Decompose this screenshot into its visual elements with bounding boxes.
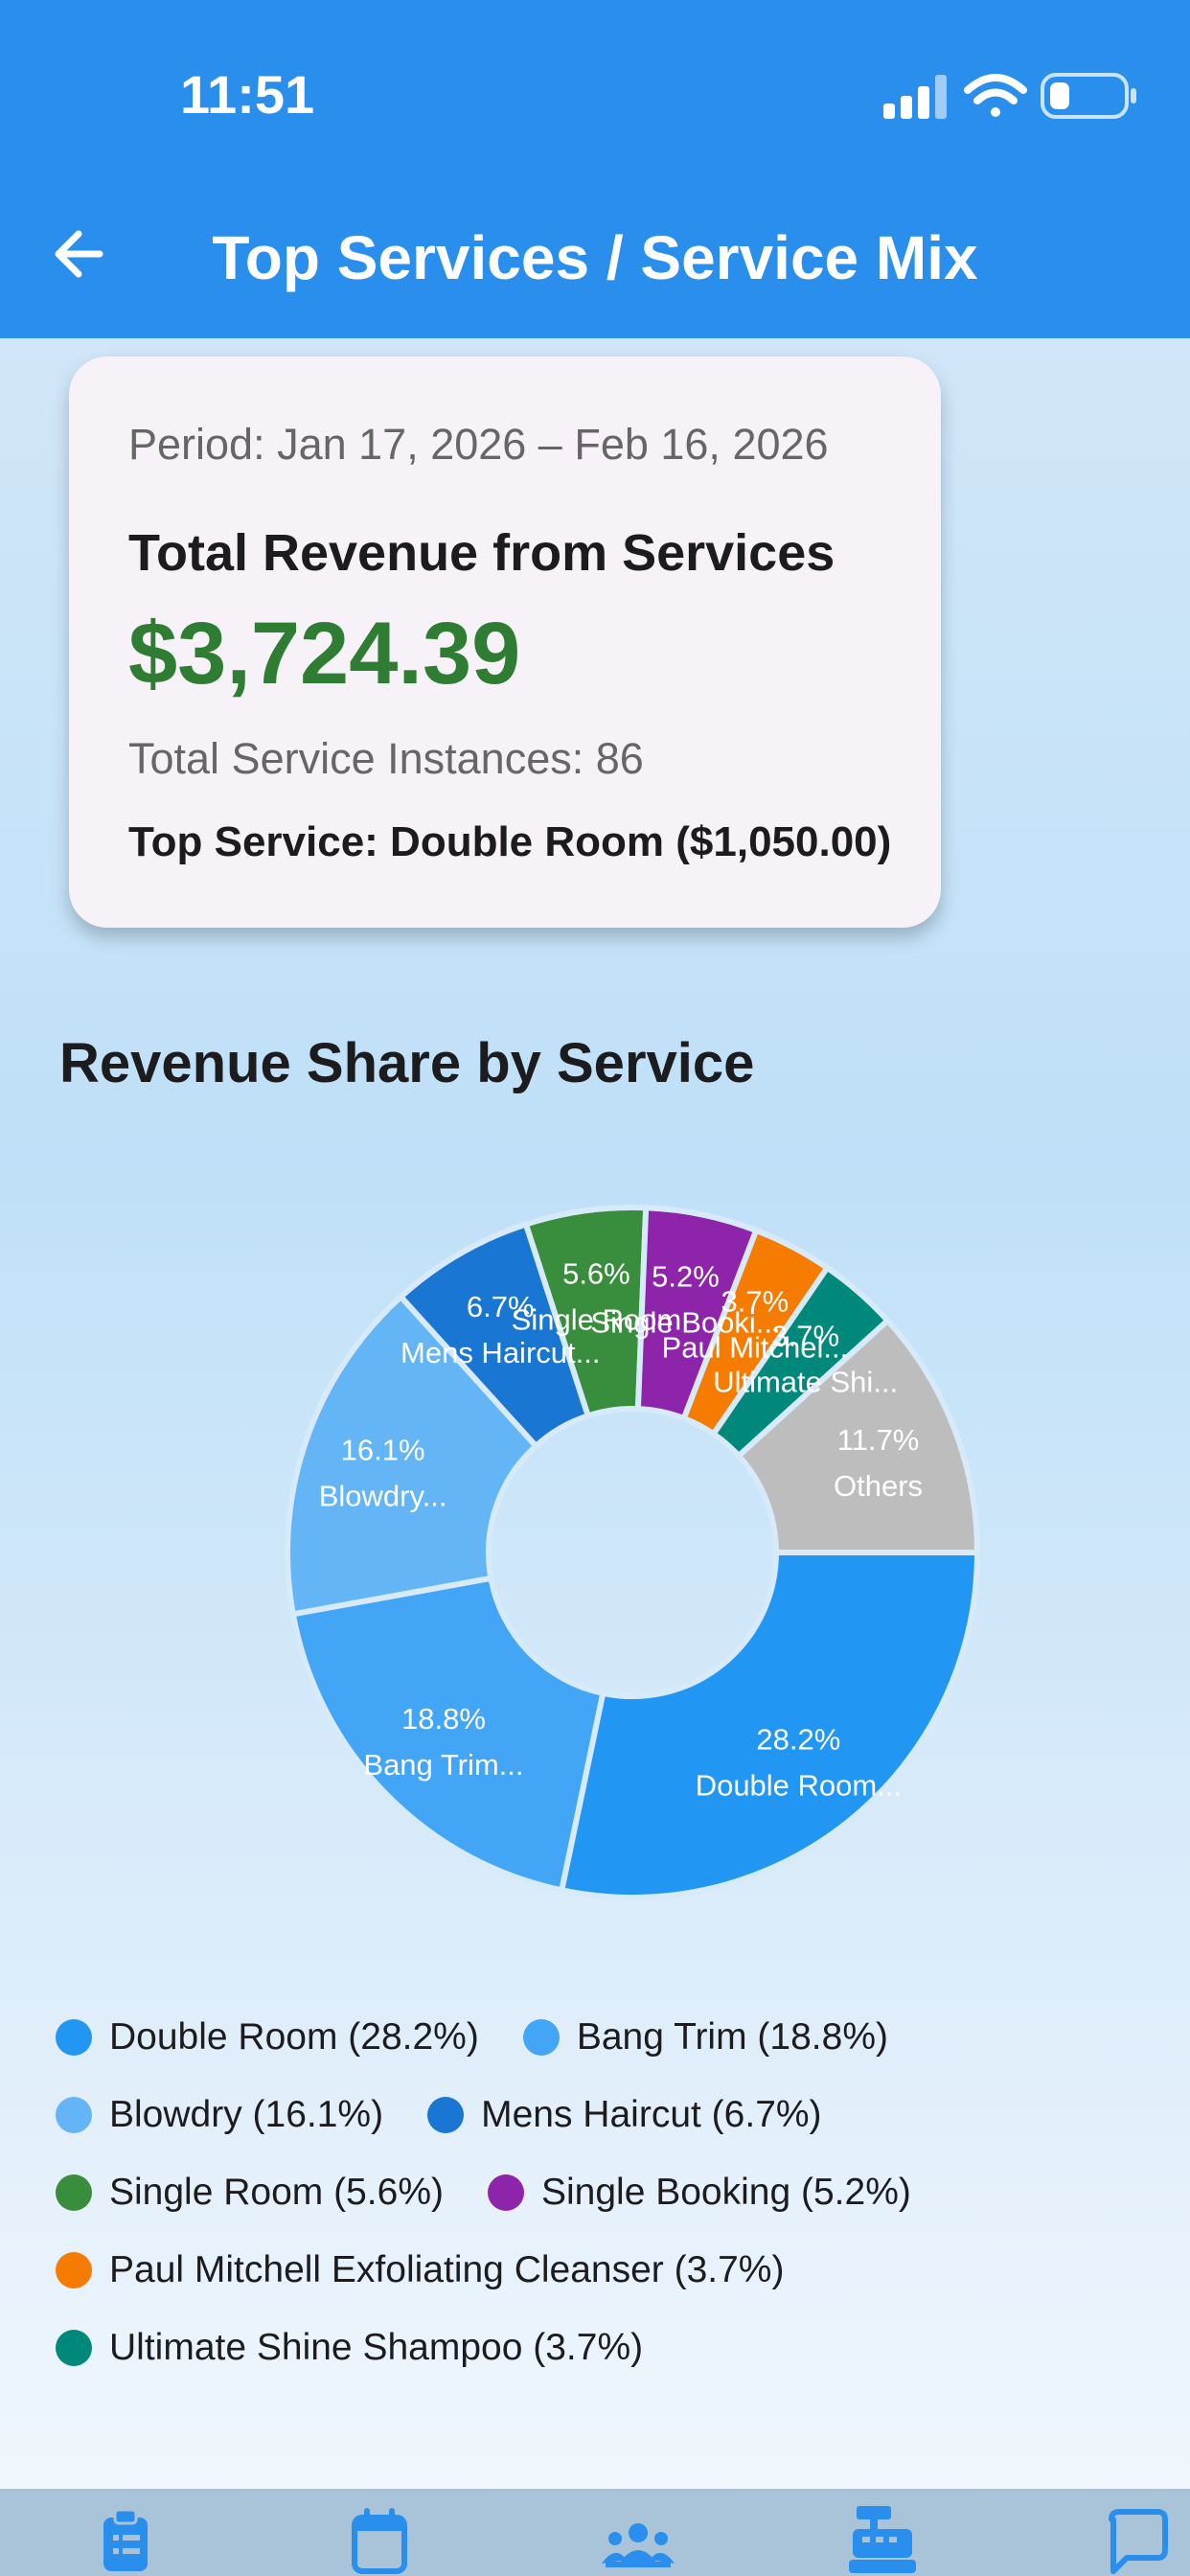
legend-row: Paul Mitchell Exfoliating Cleanser (3.7%… bbox=[56, 2231, 1157, 2309]
legend-swatch bbox=[487, 2174, 524, 2211]
legend-label: Blowdry (16.1%) bbox=[109, 2093, 384, 2135]
legend-item: Double Room (28.2%) bbox=[56, 2016, 479, 2058]
team-icon[interactable] bbox=[602, 2504, 675, 2576]
slice-name-label-5: Single Booki... bbox=[590, 1306, 780, 1340]
legend-swatch bbox=[56, 2174, 92, 2211]
legend-item: Mens Haircut (6.7%) bbox=[427, 2093, 822, 2136]
slice-name-label-7: Ultimate Shi... bbox=[713, 1366, 898, 1399]
signal-icon bbox=[883, 75, 947, 119]
legend-swatch bbox=[56, 2018, 92, 2056]
legend-item: Bang Trim (18.8%) bbox=[522, 2015, 888, 2058]
legend-item: Paul Mitchell Exfoliating Cleanser (3.7%… bbox=[56, 2249, 784, 2291]
slice-name-label-6: Paul Mitchel... bbox=[662, 1331, 849, 1365]
back-arrow-icon[interactable] bbox=[46, 220, 113, 288]
slice-name-label-0: Double Room... bbox=[696, 1768, 902, 1802]
top-service-text: Top Service: Double Room ($1,050.00) bbox=[128, 818, 892, 865]
legend-item: Blowdry (16.1%) bbox=[56, 2094, 383, 2136]
revenue-donut-chart: 28.2% Double Room... 18.8% Bang Trim... 16.1… bbox=[285, 1205, 981, 1900]
donut-slice-2[interactable] bbox=[285, 1292, 540, 1618]
slice-pct-label-5: 5.2% bbox=[652, 1260, 720, 1294]
summary-card: Period: Jan 17, 2026 – Feb 16, 2026 Tota… bbox=[69, 356, 941, 928]
battery-icon bbox=[1041, 73, 1136, 119]
slice-name-label-2: Blowdry... bbox=[319, 1479, 447, 1512]
slice-name-label-4: Single Room bbox=[512, 1303, 681, 1337]
slice-pct-label-3: 6.7% bbox=[467, 1290, 535, 1323]
legend-swatch bbox=[56, 2329, 92, 2366]
slice-pct-label-1: 18.8% bbox=[401, 1702, 486, 1736]
legend-swatch bbox=[56, 2096, 92, 2133]
slice-name-label-3: Mens Haircut... bbox=[400, 1336, 600, 1369]
legend-label: Paul Mitchell Exfoliating Cleanser (3.7%… bbox=[109, 2248, 785, 2290]
calendar-icon[interactable] bbox=[347, 2504, 414, 2576]
legend-item: Single Room (5.6%) bbox=[56, 2172, 444, 2214]
legend-row: Blowdry (16.1%) Mens Haircut (6.7%) bbox=[56, 2076, 1157, 2153]
status-time: 11:51 bbox=[180, 64, 315, 125]
wifi-icon bbox=[964, 74, 1027, 117]
legend-swatch bbox=[522, 2018, 560, 2056]
cash-register-icon[interactable] bbox=[847, 2504, 918, 2576]
period-text: Period: Jan 17, 2026 – Feb 16, 2026 bbox=[128, 420, 829, 469]
legend-item: Single Booking (5.2%) bbox=[487, 2171, 911, 2214]
chart-legend: Double Room (28.2%) Bang Trim (18.8%) Blow… bbox=[56, 1998, 1157, 2386]
legend-swatch bbox=[56, 2251, 92, 2288]
section-title: Revenue Share by Service bbox=[59, 1032, 755, 1094]
donut-slice-1[interactable] bbox=[289, 1575, 606, 1894]
slice-pct-label-0: 28.2% bbox=[756, 1722, 840, 1756]
instances-text: Total Service Instances: 86 bbox=[128, 734, 644, 783]
legend-label: Bang Trim (18.8%) bbox=[576, 2015, 888, 2058]
slice-pct-label-6: 3.7% bbox=[721, 1285, 790, 1319]
legend-label: Single Booking (5.2%) bbox=[540, 2171, 911, 2213]
chat-icon[interactable] bbox=[1104, 2504, 1171, 2576]
legend-label: Ultimate Shine Shampoo (3.7%) bbox=[109, 2326, 644, 2368]
legend-row: Single Room (5.6%) Single Booking (5.2%) bbox=[56, 2153, 1157, 2231]
legend-swatch bbox=[427, 2096, 465, 2133]
status-icons bbox=[883, 73, 1136, 119]
donut-slice-0[interactable] bbox=[558, 1550, 981, 1900]
legend-item: Ultimate Shine Shampoo (3.7%) bbox=[56, 2327, 643, 2369]
revenue-value: $3,724.39 bbox=[128, 605, 521, 702]
slice-pct-label-2: 16.1% bbox=[341, 1433, 425, 1466]
legend-label: Mens Haircut (6.7%) bbox=[481, 2093, 822, 2135]
revenue-label: Total Revenue from Services bbox=[128, 524, 835, 582]
slice-name-label-1: Bang Trim... bbox=[363, 1748, 523, 1782]
legend-label: Single Room (5.6%) bbox=[109, 2171, 444, 2213]
slice-pct-label-8: 11.7% bbox=[837, 1423, 920, 1457]
app-bar: 11:51 Top Services / Service Mix bbox=[0, 0, 1190, 338]
legend-label: Double Room (28.2%) bbox=[109, 2015, 479, 2058]
clipboard-icon[interactable] bbox=[94, 2504, 161, 2576]
slice-pct-label-7: 3.7% bbox=[771, 1320, 839, 1353]
slice-pct-label-4: 5.6% bbox=[562, 1257, 630, 1291]
legend-row: Ultimate Shine Shampoo (3.7%) bbox=[56, 2309, 1157, 2386]
donut-slice-8[interactable] bbox=[734, 1316, 981, 1555]
bottom-nav bbox=[0, 2489, 1190, 2576]
legend-row: Double Room (28.2%) Bang Trim (18.8%) bbox=[56, 1998, 1157, 2076]
page-title: Top Services / Service Mix bbox=[212, 223, 978, 292]
slice-name-label-8: Others bbox=[834, 1469, 923, 1503]
